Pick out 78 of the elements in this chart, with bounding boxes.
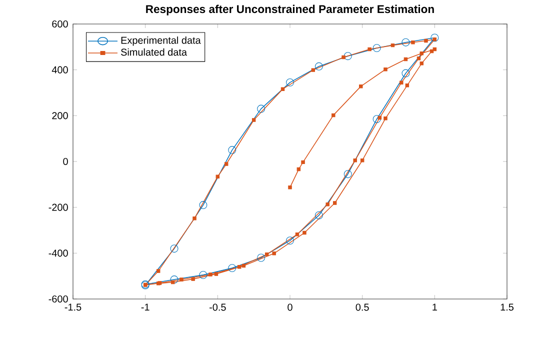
point [228,146,236,154]
point [402,69,410,78]
point [208,272,212,276]
point [224,162,228,166]
x-tick-label: 0 [288,304,292,311]
x-tick-label: 1 [432,304,437,311]
point [288,186,292,190]
point [344,170,352,178]
point [242,264,246,268]
point [420,62,424,66]
point [301,160,305,164]
point [191,277,195,281]
point [402,38,410,46]
point [405,84,410,88]
x-tick-label: 1.5 [500,304,514,311]
point [332,113,336,118]
point [170,276,178,284]
point [295,232,300,236]
y-tick-label: -200 [48,204,68,211]
point [170,280,175,284]
point [296,167,301,172]
x-tick-label: -1.5 [64,304,82,311]
point [216,174,220,178]
point [372,44,381,52]
point [420,51,424,56]
point [430,49,434,54]
point [228,264,236,272]
point [264,252,269,256]
point [400,80,404,85]
x-tick-label: -0.5 [210,304,226,311]
point [342,55,346,60]
point [192,216,196,220]
chart-title: Responses after Unconstrained Parameter Estimation [146,4,434,16]
point [180,278,184,282]
x-tick-label: -1 [141,304,150,311]
point [360,158,364,162]
point [302,230,306,235]
y-tick-label: -600 [48,295,68,303]
y-tick-label: 400 [52,66,68,74]
point [372,115,381,124]
point [430,34,439,42]
point [424,38,428,43]
x-tick-label: 0.5 [356,304,369,311]
y-tick-label: 600 [52,20,68,28]
point [390,43,395,48]
point [384,116,388,120]
point [411,40,415,44]
point [257,104,266,113]
point [238,265,242,269]
legend-label: Experimental data [121,36,201,46]
point [311,68,316,72]
point [286,236,294,245]
legend-label: Simulated data [121,48,187,56]
point [199,201,208,210]
point [156,269,160,273]
point [214,272,218,276]
point [280,87,285,91]
point [272,252,276,256]
point [252,118,256,122]
y-tick-label: -400 [48,250,68,257]
point [384,68,388,72]
point [314,211,323,220]
point [257,254,266,262]
point [344,52,352,60]
point [170,244,178,253]
point [326,202,330,206]
y-tick-label: 0 [63,158,68,166]
point [199,270,208,279]
point [378,116,382,120]
point [368,47,372,52]
point [416,56,421,60]
y-tick-label: 200 [52,112,68,120]
point [286,78,294,86]
point [404,57,408,62]
point [332,201,337,205]
point [314,62,323,70]
point [359,84,363,88]
point [353,158,357,162]
